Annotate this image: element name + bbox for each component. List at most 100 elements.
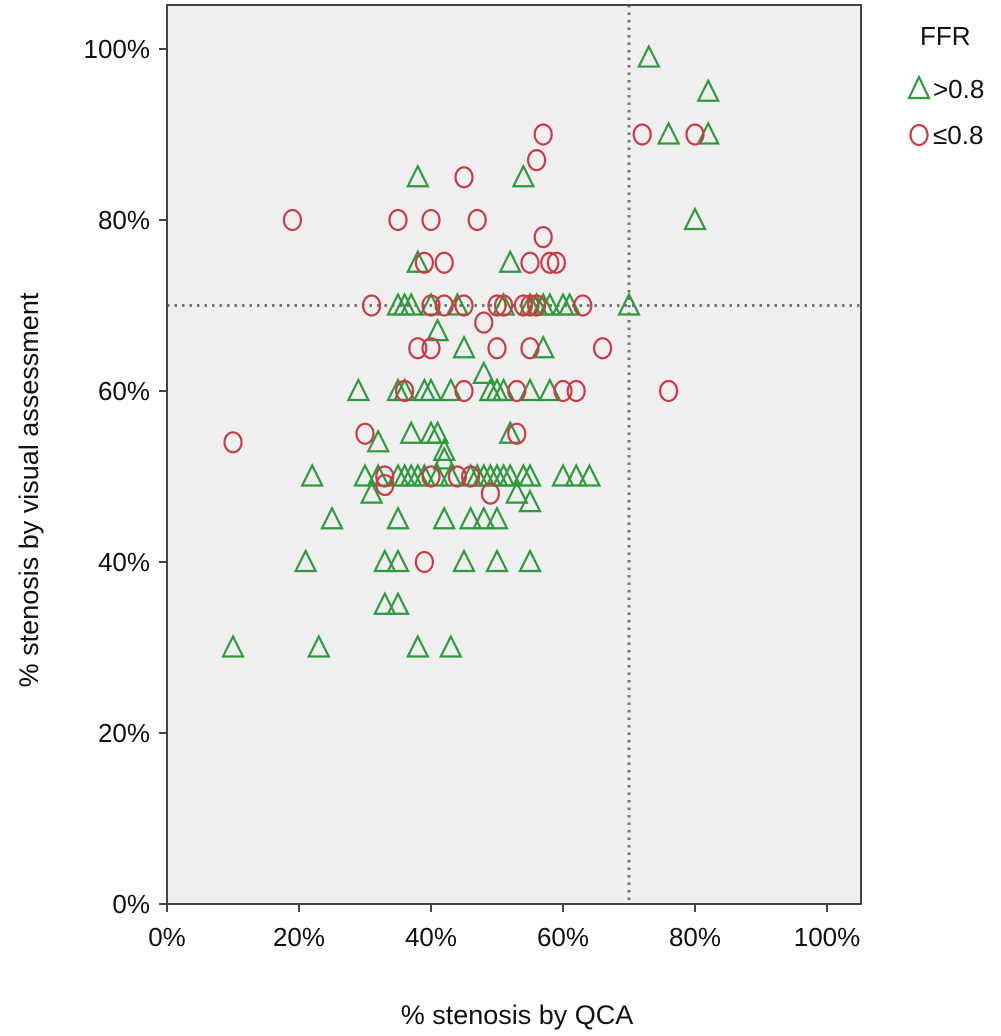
point-ffr-gt-0-8	[432, 445, 456, 470]
point-ffr-gt-0-8	[498, 420, 522, 444]
point-ffr-gt-0-8	[419, 377, 443, 402]
point-ffr-le-0-8	[447, 465, 467, 488]
point-ffr-le-0-8	[632, 123, 652, 146]
point-ffr-le-0-8	[375, 473, 395, 497]
point-ffr-gt-0-8	[386, 591, 410, 615]
plot-background	[167, 5, 861, 904]
point-ffr-gt-0-8	[346, 377, 371, 402]
point-ffr-le-0-8	[434, 251, 454, 274]
point-ffr-le-0-8	[467, 208, 487, 232]
point-ffr-gt-0-8	[373, 548, 397, 573]
point-ffr-le-0-8	[414, 251, 434, 274]
point-ffr-gt-0-8	[221, 634, 245, 658]
point-ffr-le-0-8	[513, 294, 534, 317]
point-ffr-le-0-8	[355, 422, 375, 445]
point-ffr-gt-0-8	[472, 505, 496, 530]
point-ffr-gt-0-8	[353, 463, 377, 487]
point-ffr-gt-0-8	[577, 463, 602, 487]
point-ffr-le-0-8	[487, 337, 507, 360]
point-ffr-gt-0-8	[617, 292, 641, 316]
point-ffr-gt-0-8	[458, 505, 483, 530]
point-ffr-le-0-8	[592, 337, 613, 360]
legend-label-le: ≤0.8	[933, 120, 983, 150]
point-ffr-gt-0-8	[637, 44, 661, 68]
point-ffr-gt-0-8	[551, 463, 575, 487]
point-ffr-gt-0-8	[432, 437, 456, 461]
point-ffr-le-0-8	[223, 431, 243, 454]
point-ffr-le-0-8	[520, 251, 540, 274]
point-ffr-gt-0-8	[439, 463, 463, 487]
point-ffr-gt-0-8	[518, 463, 542, 487]
point-ffr-le-0-8	[414, 550, 434, 574]
point-ffr-gt-0-8	[406, 163, 430, 188]
y-tick-label: 60%	[98, 376, 150, 406]
point-ffr-gt-0-8	[505, 480, 529, 504]
point-ffr-gt-0-8	[511, 163, 536, 188]
point-ffr-le-0-8	[526, 294, 547, 317]
plot-frame	[166, 4, 862, 905]
point-ffr-gt-0-8	[425, 420, 450, 444]
point-ffr-gt-0-8	[307, 634, 331, 658]
point-ffr-gt-0-8	[683, 206, 707, 231]
legend-label-gt: >0.8	[933, 74, 984, 104]
point-ffr-le-0-8	[494, 294, 514, 317]
point-ffr-gt-0-8	[359, 480, 384, 504]
point-ffr-le-0-8	[421, 465, 441, 488]
point-ffr-le-0-8	[395, 379, 415, 403]
point-ffr-gt-0-8	[485, 505, 509, 530]
point-ffr-gt-0-8	[472, 360, 496, 384]
y-tick-label: 100%	[84, 34, 151, 64]
point-ffr-le-0-8	[540, 251, 560, 274]
point-ffr-gt-0-8	[406, 634, 430, 658]
point-ffr-gt-0-8	[452, 334, 476, 359]
point-ffr-le-0-8	[526, 149, 547, 172]
point-ffr-gt-0-8	[696, 78, 720, 102]
point-ffr-le-0-8	[421, 294, 441, 317]
point-ffr-gt-0-8	[439, 634, 463, 658]
point-ffr-gt-0-8	[373, 591, 397, 615]
point-ffr-gt-0-8	[564, 463, 588, 487]
x-tick-label: 40%	[405, 922, 457, 952]
point-ffr-le-0-8	[546, 251, 567, 274]
legend: FFR >0.8 ≤0.8	[907, 21, 984, 150]
point-ffr-gt-0-8	[406, 249, 430, 273]
point-ffr-gt-0-8	[656, 121, 681, 145]
point-ffr-gt-0-8	[412, 463, 437, 487]
point-ffr-le-0-8	[388, 208, 408, 232]
y-tick-label: 20%	[98, 718, 150, 748]
point-ffr-gt-0-8	[399, 420, 423, 444]
point-ffr-gt-0-8	[293, 548, 318, 573]
point-ffr-le-0-8	[553, 379, 573, 403]
y-tick-label: 0%	[112, 889, 150, 919]
point-ffr-gt-0-8	[386, 548, 410, 573]
y-tick-label: 80%	[98, 205, 150, 235]
y-axis-title: % stenosis by visual assessment	[14, 292, 44, 687]
point-ffr-gt-0-8	[425, 463, 450, 487]
point-ffr-le-0-8	[421, 337, 441, 360]
point-ffr-le-0-8	[573, 294, 593, 317]
point-ffr-le-0-8	[408, 337, 428, 360]
point-ffr-gt-0-8	[452, 548, 476, 573]
point-ffr-gt-0-8	[399, 292, 423, 316]
point-ffr-le-0-8	[461, 465, 481, 488]
x-tick-label: 60%	[537, 922, 589, 952]
point-ffr-le-0-8	[454, 166, 474, 189]
legend-circle-marker	[909, 123, 929, 147]
point-ffr-le-0-8	[520, 294, 540, 317]
point-ffr-le-0-8	[533, 226, 553, 249]
point-ffr-le-0-8	[658, 379, 679, 403]
point-ffr-gt-0-8	[518, 548, 542, 573]
point-ffr-gt-0-8	[498, 463, 522, 487]
point-ffr-le-0-8	[480, 482, 500, 505]
point-ffr-le-0-8	[566, 379, 586, 403]
point-ffr-le-0-8	[421, 208, 441, 232]
point-ffr-le-0-8	[282, 208, 302, 232]
point-ffr-le-0-8	[454, 294, 474, 317]
legend-triangle-marker	[907, 74, 931, 100]
point-ffr-le-0-8	[362, 294, 382, 317]
point-ffr-gt-0-8	[485, 548, 509, 573]
point-ffr-le-0-8	[520, 337, 540, 360]
point-ffr-le-0-8	[454, 379, 474, 403]
point-ffr-le-0-8	[533, 123, 553, 146]
